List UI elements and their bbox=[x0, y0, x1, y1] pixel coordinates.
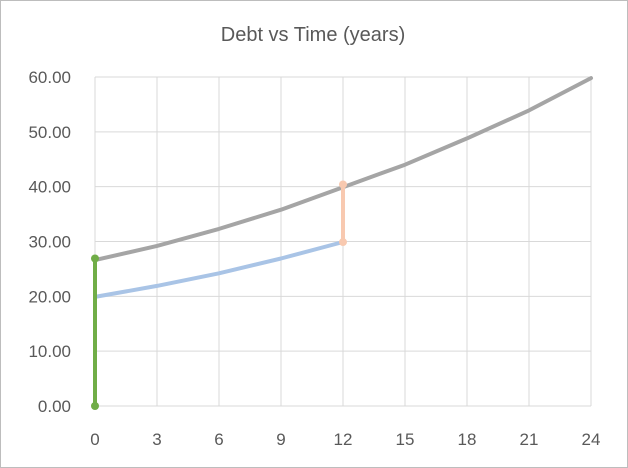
x-tick-label: 0 bbox=[90, 430, 99, 449]
series-point-3 bbox=[91, 254, 99, 263]
series-point-3 bbox=[91, 402, 99, 410]
y-tick-label: 50.00 bbox=[28, 123, 71, 142]
chart-title: Debt vs Time (years) bbox=[221, 24, 405, 46]
series-layer bbox=[91, 76, 593, 410]
y-tick-label: 20.00 bbox=[28, 287, 71, 306]
y-tick-label: 10.00 bbox=[28, 342, 71, 361]
series-point-2 bbox=[339, 180, 347, 189]
y-tick-label: 0.00 bbox=[38, 397, 71, 416]
x-tick-label: 12 bbox=[334, 430, 353, 449]
x-tick-label: 3 bbox=[152, 430, 161, 449]
x-tick-label: 21 bbox=[520, 430, 539, 449]
series-line-1 bbox=[93, 240, 345, 299]
series-point-2 bbox=[339, 238, 347, 247]
x-axis-ticks: 0 3 6 9 12 15 18 21 24 bbox=[90, 430, 600, 449]
x-tick-label: 9 bbox=[276, 430, 285, 449]
y-axis-ticks: 0.00 10.00 20.00 30.00 40.00 50.00 60.00 bbox=[28, 68, 71, 416]
y-tick-label: 60.00 bbox=[28, 68, 71, 87]
x-tick-label: 6 bbox=[214, 430, 223, 449]
x-tick-label: 24 bbox=[582, 430, 601, 449]
x-tick-label: 18 bbox=[458, 430, 477, 449]
y-tick-label: 40.00 bbox=[28, 178, 71, 197]
x-tick-label: 15 bbox=[396, 430, 415, 449]
y-tick-label: 30.00 bbox=[28, 233, 71, 252]
